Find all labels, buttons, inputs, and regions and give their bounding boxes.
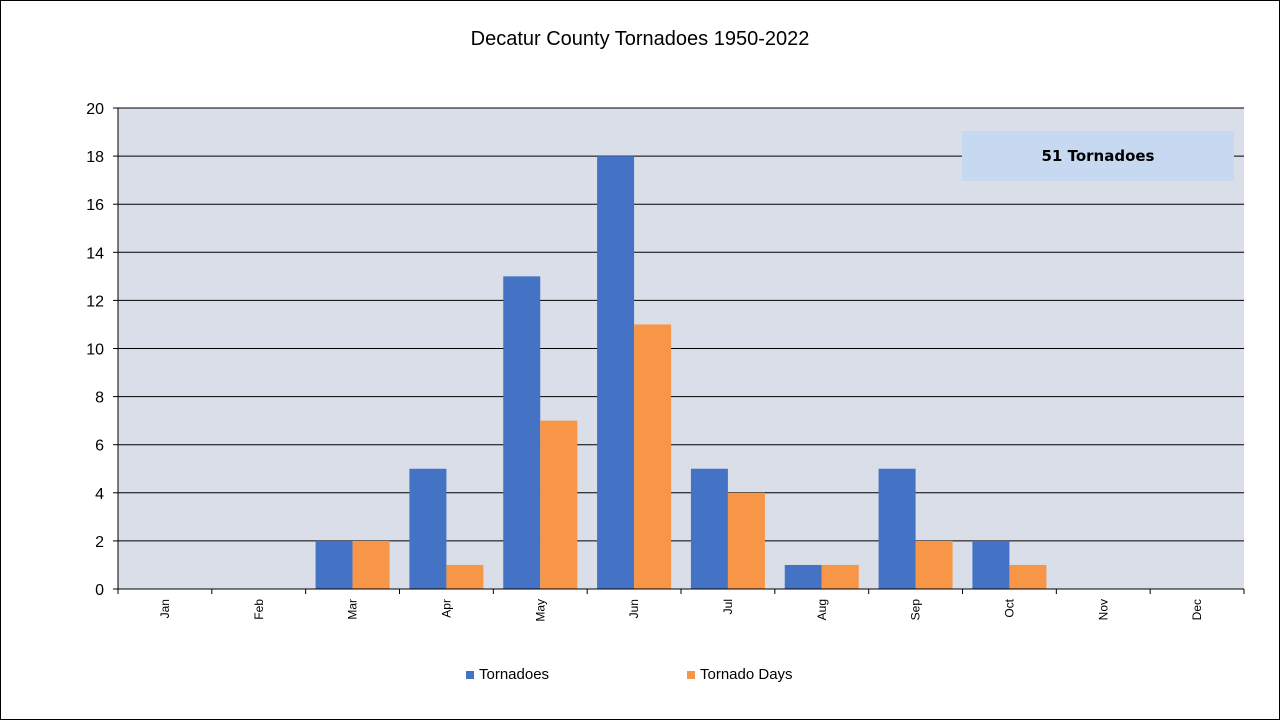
x-tick-label-dec: Dec <box>1190 599 1204 620</box>
bar-tornadoes-jul <box>690 468 728 589</box>
x-tick-label-jan: Jan <box>158 599 172 618</box>
y-tick-label-0: 0 <box>95 582 104 599</box>
y-tick-label-16: 16 <box>86 197 104 214</box>
bar-tornado-days-mar <box>352 540 390 589</box>
bar-tornadoes-oct <box>972 540 1010 589</box>
x-tick-label-sep: Sep <box>909 599 923 621</box>
bar-tornado-days-jul <box>727 492 765 589</box>
x-tick-label-jul: Jul <box>721 599 735 614</box>
bar-tornado-days-aug <box>821 564 859 589</box>
bar-tornadoes-mar <box>315 540 353 589</box>
bar-tornado-days-oct <box>1009 564 1047 589</box>
y-tick-label-4: 4 <box>95 486 104 503</box>
legend-swatch-tornado-days <box>687 670 695 679</box>
bar-tornado-days-sep <box>915 540 953 589</box>
bar-tornado-days-jun <box>634 324 672 589</box>
chart-title: Decatur County Tornadoes 1950-2022 <box>470 28 810 50</box>
y-tick-label-14: 14 <box>86 245 104 262</box>
bar-tornado-days-apr <box>446 564 484 589</box>
bar-tornadoes-may <box>503 276 541 589</box>
x-tick-label-feb: Feb <box>252 599 266 620</box>
legend-label-tornado-days: Tornado Days <box>700 666 793 683</box>
bar-tornadoes-apr <box>409 468 447 589</box>
bar-tornadoes-sep <box>878 468 916 589</box>
y-tick-label-2: 2 <box>95 534 104 551</box>
total-annotation: 51 Tornadoes <box>962 131 1234 181</box>
x-tick-label-nov: Nov <box>1096 599 1110 620</box>
bar-tornadoes-aug <box>784 564 822 589</box>
bar-tornadoes-jun <box>597 156 635 589</box>
y-tick-label-20: 20 <box>86 101 104 118</box>
y-tick-label-18: 18 <box>86 149 104 166</box>
y-tick-label-8: 8 <box>95 390 104 407</box>
bar-tornado-days-may <box>540 420 578 589</box>
y-tick-label-12: 12 <box>86 293 104 310</box>
x-tick-label-may: May <box>533 599 547 622</box>
x-tick-label-aug: Aug <box>815 599 829 620</box>
x-tick-label-apr: Apr <box>439 599 453 618</box>
legend-tornado-days: Tornado Days <box>687 666 793 683</box>
legend-tornadoes: Tornadoes <box>466 666 549 683</box>
x-tick-label-oct: Oct <box>1002 598 1016 617</box>
legend-label-tornadoes: Tornadoes <box>479 666 550 683</box>
x-tick-label-mar: Mar <box>346 599 360 620</box>
y-tick-label-10: 10 <box>86 342 104 359</box>
legend-swatch-tornadoes <box>466 670 474 679</box>
x-tick-label-jun: Jun <box>627 599 641 618</box>
y-tick-label-6: 6 <box>95 438 104 455</box>
